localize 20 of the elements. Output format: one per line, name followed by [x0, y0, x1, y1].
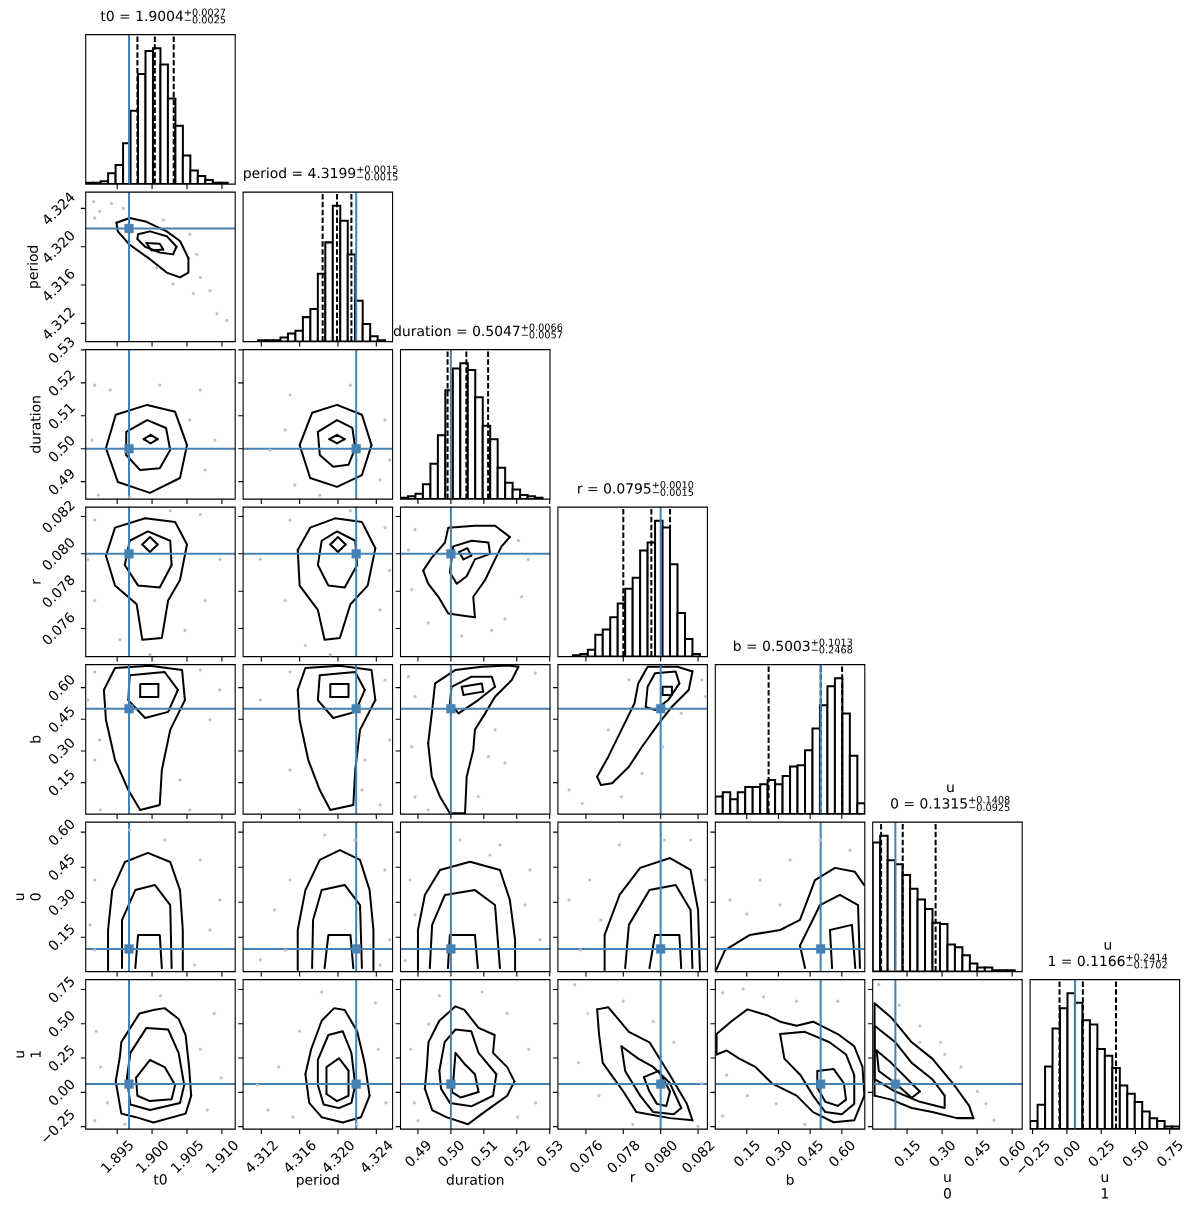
y-axis-title: duration: [29, 396, 41, 453]
x-axis-title: period: [296, 1174, 339, 1188]
chart-title: r = 0.0795$^{+0.0010}$−0.0015: [578, 481, 694, 496]
x-axis-title: u 0: [943, 1174, 951, 1199]
x-axis-title: r: [631, 1174, 636, 1182]
y-axis-title: u 1: [16, 1051, 41, 1058]
chart-title: period = 4.3199$^{+0.0015}$−0.0015: [244, 165, 398, 181]
x-axis-title: b: [786, 1174, 794, 1185]
y-axis-title: period: [27, 245, 41, 288]
chart-title: duration = 0.5047$^{+0.0066}$−0.0057: [393, 323, 563, 339]
chart-title: b = 0.5003$^{+0.1013}$−0.2468: [734, 638, 853, 654]
x-axis-title: u 1: [1101, 1174, 1108, 1199]
x-axis-title: t0: [153, 1174, 167, 1185]
x-axis-title: duration: [446, 1174, 504, 1185]
y-axis-title: b: [29, 735, 41, 743]
y-axis-title: r: [32, 578, 41, 584]
chart-title: u 1 = 0.1166$^{+0.2414}$−0.1702: [1049, 941, 1168, 969]
chart-title: t0 = 1.9004$^{+0.0027}$−0.0025: [100, 8, 226, 24]
y-axis-title: u 0: [16, 893, 41, 901]
chart-title: u 0 = 0.1315$^{+0.1408}$−0.0925: [891, 784, 1010, 811]
